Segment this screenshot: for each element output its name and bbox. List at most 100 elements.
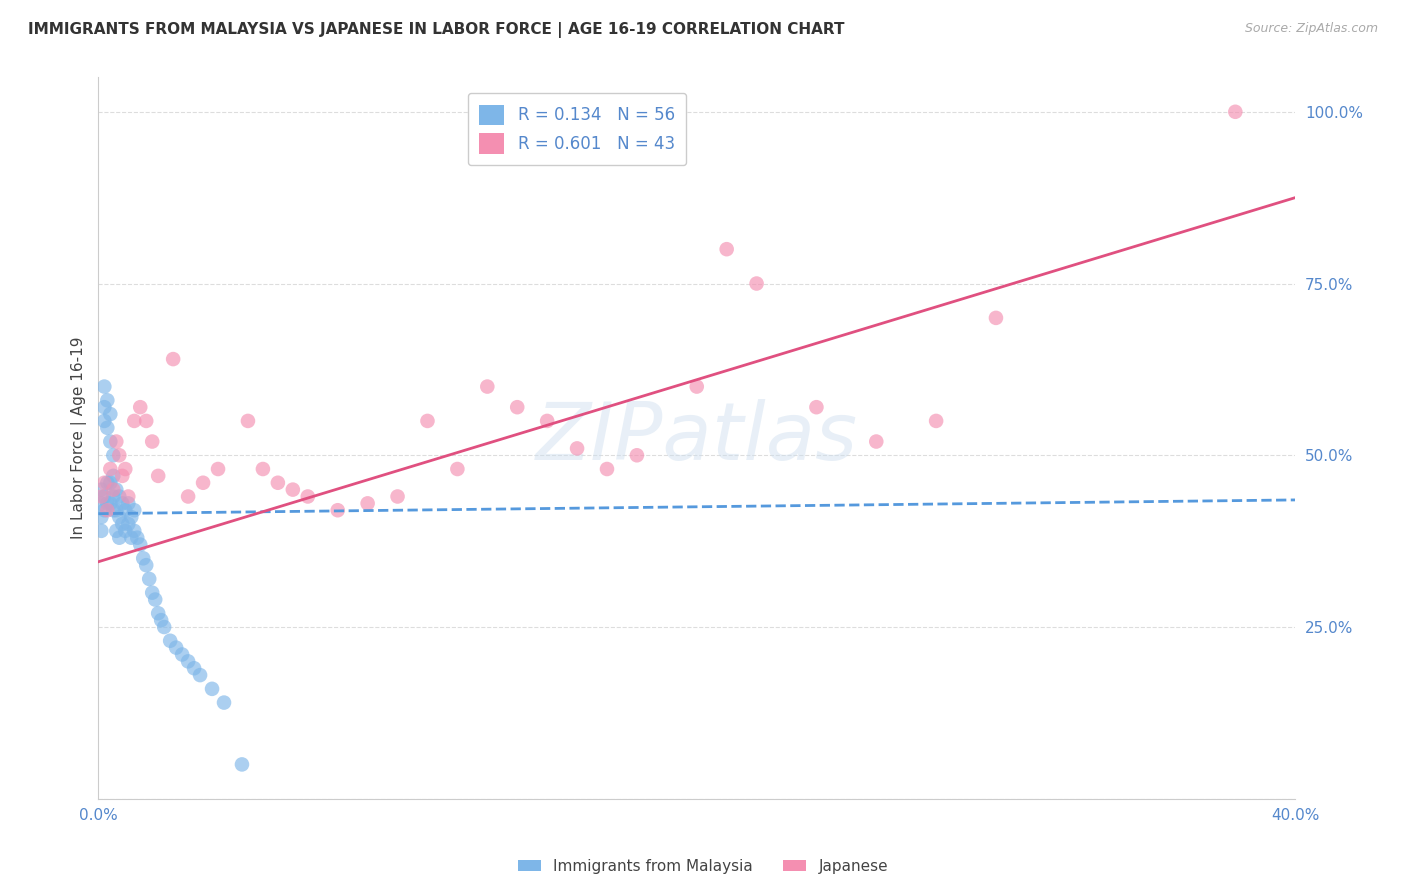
Point: [135, 558, 157, 573]
Point: [141, 585, 163, 599]
Point: [150, 613, 173, 627]
Point: [114, 462, 136, 476]
Point: [281, 483, 304, 497]
Point: [153, 620, 176, 634]
Point: [925, 414, 948, 428]
Point: [103, 483, 125, 497]
Point: [806, 400, 828, 414]
Point: [98, 475, 121, 490]
Point: [135, 414, 157, 428]
Point: [96, 496, 118, 510]
Point: [207, 462, 229, 476]
Point: [122, 414, 145, 428]
Point: [127, 531, 149, 545]
Point: [626, 448, 648, 462]
Point: [686, 379, 709, 393]
Point: [103, 469, 125, 483]
Point: [93, 503, 115, 517]
Point: [212, 696, 235, 710]
Point: [446, 462, 468, 476]
Text: ZIPatlas: ZIPatlas: [536, 399, 858, 477]
Point: [159, 633, 181, 648]
Point: [165, 640, 187, 655]
Point: [120, 531, 142, 545]
Point: [98, 407, 121, 421]
Point: [132, 551, 155, 566]
Point: [93, 400, 115, 414]
Point: [117, 516, 139, 531]
Point: [177, 490, 200, 504]
Point: [98, 496, 121, 510]
Point: [108, 531, 131, 545]
Point: [96, 421, 118, 435]
Y-axis label: In Labor Force | Age 16-19: In Labor Force | Age 16-19: [72, 337, 87, 540]
Point: [356, 496, 378, 510]
Point: [105, 503, 128, 517]
Point: [108, 490, 131, 504]
Point: [387, 490, 409, 504]
Point: [267, 475, 290, 490]
Point: [105, 524, 128, 538]
Text: Source: ZipAtlas.com: Source: ZipAtlas.com: [1244, 22, 1378, 36]
Point: [172, 648, 194, 662]
Point: [90, 510, 112, 524]
Point: [129, 538, 152, 552]
Point: [129, 400, 152, 414]
Point: [865, 434, 887, 449]
Point: [506, 400, 529, 414]
Point: [108, 510, 131, 524]
Text: IMMIGRANTS FROM MALAYSIA VS JAPANESE IN LABOR FORCE | AGE 16-19 CORRELATION CHAR: IMMIGRANTS FROM MALAYSIA VS JAPANESE IN …: [28, 22, 845, 38]
Point: [111, 496, 134, 510]
Point: [162, 352, 184, 367]
Point: [120, 510, 142, 524]
Legend: R = 0.134   N = 56, R = 0.601   N = 43: R = 0.134 N = 56, R = 0.601 N = 43: [468, 93, 686, 165]
Point: [191, 475, 214, 490]
Point: [565, 442, 588, 456]
Point: [117, 496, 139, 510]
Point: [96, 503, 118, 517]
Point: [745, 277, 768, 291]
Point: [1225, 104, 1247, 119]
Point: [111, 469, 134, 483]
Point: [105, 483, 128, 497]
Point: [416, 414, 439, 428]
Point: [122, 524, 145, 538]
Point: [96, 393, 118, 408]
Point: [114, 524, 136, 538]
Legend: Immigrants from Malaysia, Japanese: Immigrants from Malaysia, Japanese: [512, 853, 894, 880]
Point: [111, 516, 134, 531]
Point: [93, 379, 115, 393]
Point: [90, 490, 112, 504]
Point: [143, 592, 166, 607]
Point: [536, 414, 558, 428]
Point: [105, 434, 128, 449]
Point: [93, 490, 115, 504]
Point: [231, 757, 253, 772]
Point: [148, 469, 170, 483]
Point: [98, 462, 121, 476]
Point: [138, 572, 160, 586]
Point: [201, 681, 224, 696]
Point: [122, 503, 145, 517]
Point: [103, 503, 125, 517]
Point: [90, 496, 112, 510]
Point: [98, 434, 121, 449]
Point: [477, 379, 499, 393]
Point: [326, 503, 349, 517]
Point: [108, 448, 131, 462]
Point: [93, 475, 115, 490]
Point: [188, 668, 211, 682]
Point: [117, 490, 139, 504]
Point: [148, 607, 170, 621]
Point: [252, 462, 274, 476]
Point: [103, 490, 125, 504]
Point: [141, 434, 163, 449]
Point: [297, 490, 319, 504]
Point: [96, 475, 118, 490]
Point: [596, 462, 619, 476]
Point: [103, 448, 125, 462]
Point: [183, 661, 205, 675]
Point: [716, 242, 738, 256]
Point: [90, 483, 112, 497]
Point: [236, 414, 259, 428]
